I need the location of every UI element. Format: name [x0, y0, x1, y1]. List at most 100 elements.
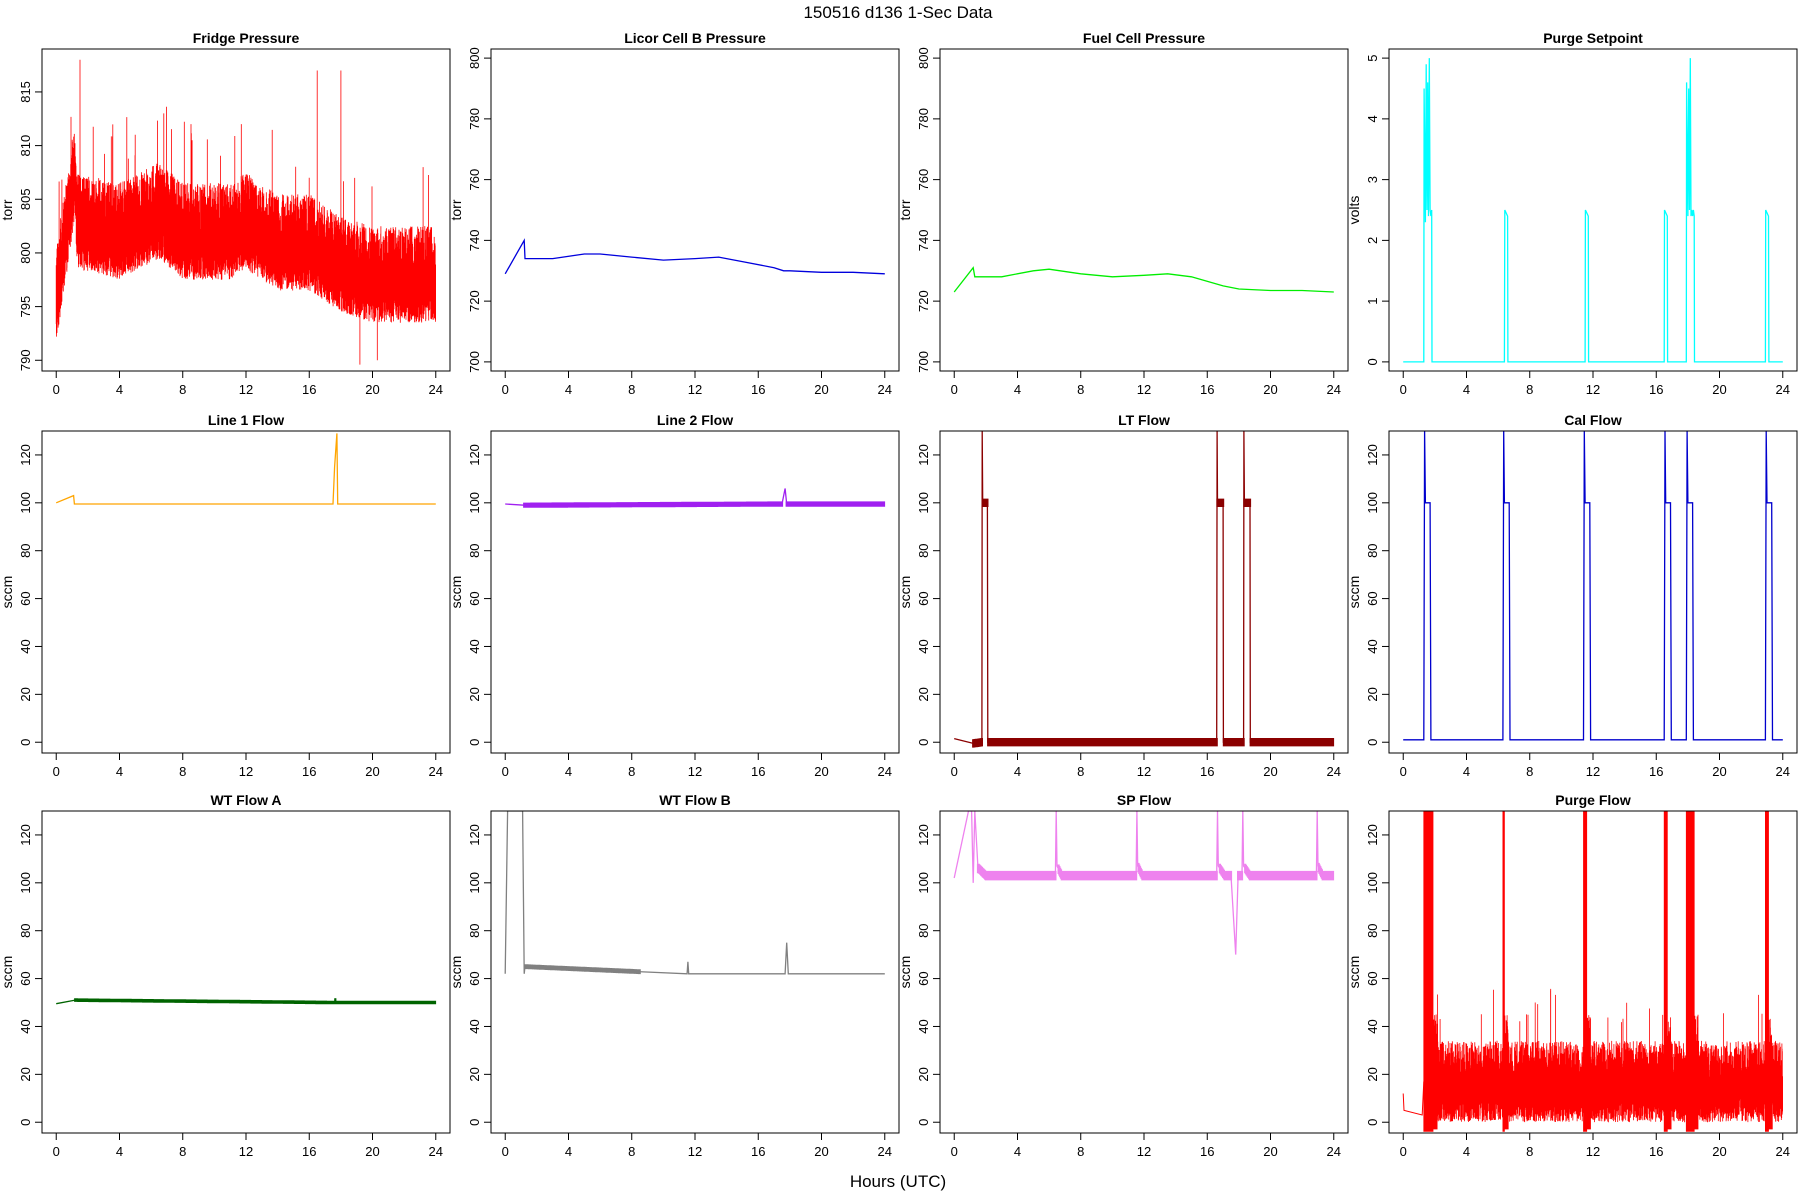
y-axis-label: sccm	[448, 956, 464, 989]
series-noise	[55, 59, 436, 365]
x-tick-label: 12	[239, 1144, 253, 1159]
y-tick-label: 60	[467, 591, 482, 605]
x-tick-label: 20	[1263, 1144, 1277, 1159]
x-tick-label: 16	[1649, 764, 1663, 779]
y-tick-label: 1	[1365, 298, 1380, 305]
y-tick-label: 80	[18, 923, 33, 937]
y-tick-label: 120	[467, 444, 482, 466]
y-tick-label: 100	[18, 492, 33, 514]
x-tick-label: 24	[1327, 764, 1341, 779]
y-tick-label: 60	[18, 971, 33, 985]
x-tick-label: 24	[1327, 1144, 1341, 1159]
x-tick-label: 16	[1200, 382, 1214, 397]
y-tick-label: 2	[1365, 237, 1380, 244]
y-axis-label: sccm	[1346, 576, 1362, 609]
plot-area	[1402, 811, 1783, 1132]
panel-lt-flow: LT Flow sccm 0 4 8 12 16 20 24 0 20 40 60 80 100 120	[897, 412, 1349, 779]
panel-fridge-pressure: Fridge Pressure torr 0 4 8 12 16 20 24 790 795 800 8…	[0, 30, 451, 397]
x-tick-label: 4	[1463, 1144, 1470, 1159]
plot-area	[504, 811, 885, 975]
y-tick-label: 120	[1365, 824, 1380, 846]
x-tick-label: 16	[751, 382, 765, 397]
x-tick-label: 4	[565, 764, 572, 779]
x-axis: 0 4 8 12 16 20 24	[951, 1132, 1341, 1159]
x-tick-label: 0	[53, 1144, 60, 1159]
x-tick-label: 4	[116, 382, 123, 397]
y-tick-label: 800	[916, 47, 931, 69]
panel-title: SP Flow	[1117, 792, 1171, 808]
x-tick-label: 0	[951, 382, 958, 397]
x-tick-label: 16	[1200, 764, 1214, 779]
x-tick-label: 20	[1712, 1144, 1726, 1159]
panel-title: LT Flow	[1118, 412, 1170, 428]
x-tick-label: 20	[814, 1144, 828, 1159]
y-tick-label: 120	[18, 444, 33, 466]
x-tick-label: 4	[1014, 1144, 1021, 1159]
y-axis: 0 20 40 60 80 100 120	[467, 824, 491, 1126]
series-line	[953, 266, 1334, 293]
panel-title: Line 2 Flow	[657, 412, 733, 428]
x-tick-label: 20	[365, 382, 379, 397]
y-tick-label: 0	[18, 739, 33, 746]
y-axis-label: torr	[448, 199, 464, 220]
x-tick-label: 12	[688, 1144, 702, 1159]
y-tick-label: 40	[467, 1019, 482, 1033]
y-tick-label: 0	[916, 739, 931, 746]
y-tick-label: 60	[916, 971, 931, 985]
y-tick-label: 40	[1365, 1019, 1380, 1033]
x-tick-label: 8	[1526, 764, 1533, 779]
x-tick-label: 0	[502, 382, 509, 397]
y-axis: 0 20 40 60 80 100 120	[1365, 444, 1389, 746]
y-tick-label: 780	[467, 108, 482, 130]
y-tick-label: 760	[916, 169, 931, 191]
x-tick-label: 8	[1526, 382, 1533, 397]
x-axis: 0 4 8 12 16 20 24	[951, 752, 1341, 779]
y-tick-label: 5	[1365, 54, 1380, 61]
x-tick-label: 8	[1077, 764, 1084, 779]
plot-area	[954, 431, 1335, 748]
x-tick-label: 16	[751, 1144, 765, 1159]
y-tick-label: 20	[18, 1067, 33, 1081]
y-tick-label: 0	[1365, 739, 1380, 746]
y-tick-label: 60	[18, 591, 33, 605]
panel-title: Licor Cell B Pressure	[624, 30, 766, 46]
y-axis-label: sccm	[1346, 956, 1362, 989]
x-tick-label: 8	[1526, 1144, 1533, 1159]
x-tick-label: 12	[1137, 764, 1151, 779]
y-tick-label: 60	[916, 591, 931, 605]
y-axis: 700 720 740 760 780 800	[916, 47, 940, 373]
x-tick-label: 24	[1327, 382, 1341, 397]
x-tick-label: 4	[116, 764, 123, 779]
x-tick-label: 24	[878, 1144, 892, 1159]
y-tick-label: 740	[467, 230, 482, 252]
y-tick-label: 20	[18, 687, 33, 701]
y-tick-label: 20	[916, 687, 931, 701]
x-tick-label: 12	[1137, 382, 1151, 397]
x-tick-label: 8	[1077, 382, 1084, 397]
y-tick-label: 40	[18, 639, 33, 653]
y-tick-label: 0	[1365, 1119, 1380, 1126]
x-tick-label: 4	[116, 1144, 123, 1159]
y-tick-label: 810	[18, 135, 33, 157]
y-tick-label: 720	[467, 290, 482, 312]
y-tick-label: 40	[916, 1019, 931, 1033]
y-tick-label: 815	[18, 81, 33, 103]
x-tick-label: 20	[814, 764, 828, 779]
x-tick-label: 12	[688, 764, 702, 779]
y-tick-label: 795	[18, 296, 33, 318]
y-axis: 0 1 2 3 4 5	[1365, 54, 1389, 366]
x-axis: 0 4 8 12 16 20 24	[53, 1132, 443, 1159]
y-tick-label: 120	[916, 824, 931, 846]
plot-area	[953, 811, 1335, 955]
y-axis-label: sccm	[897, 576, 913, 609]
panel-line-1-flow: Line 1 Flow sccm 0 4 8 12 16 20 24 0 20 40 60 80 100 12…	[0, 412, 451, 779]
y-tick-label: 100	[1365, 872, 1380, 894]
x-tick-label: 8	[628, 382, 635, 397]
figure-xlabel: Hours (UTC)	[850, 1172, 946, 1191]
y-axis: 0 20 40 60 80 100 120	[916, 444, 940, 746]
y-tick-label: 700	[916, 351, 931, 373]
x-tick-label: 16	[1200, 1144, 1214, 1159]
